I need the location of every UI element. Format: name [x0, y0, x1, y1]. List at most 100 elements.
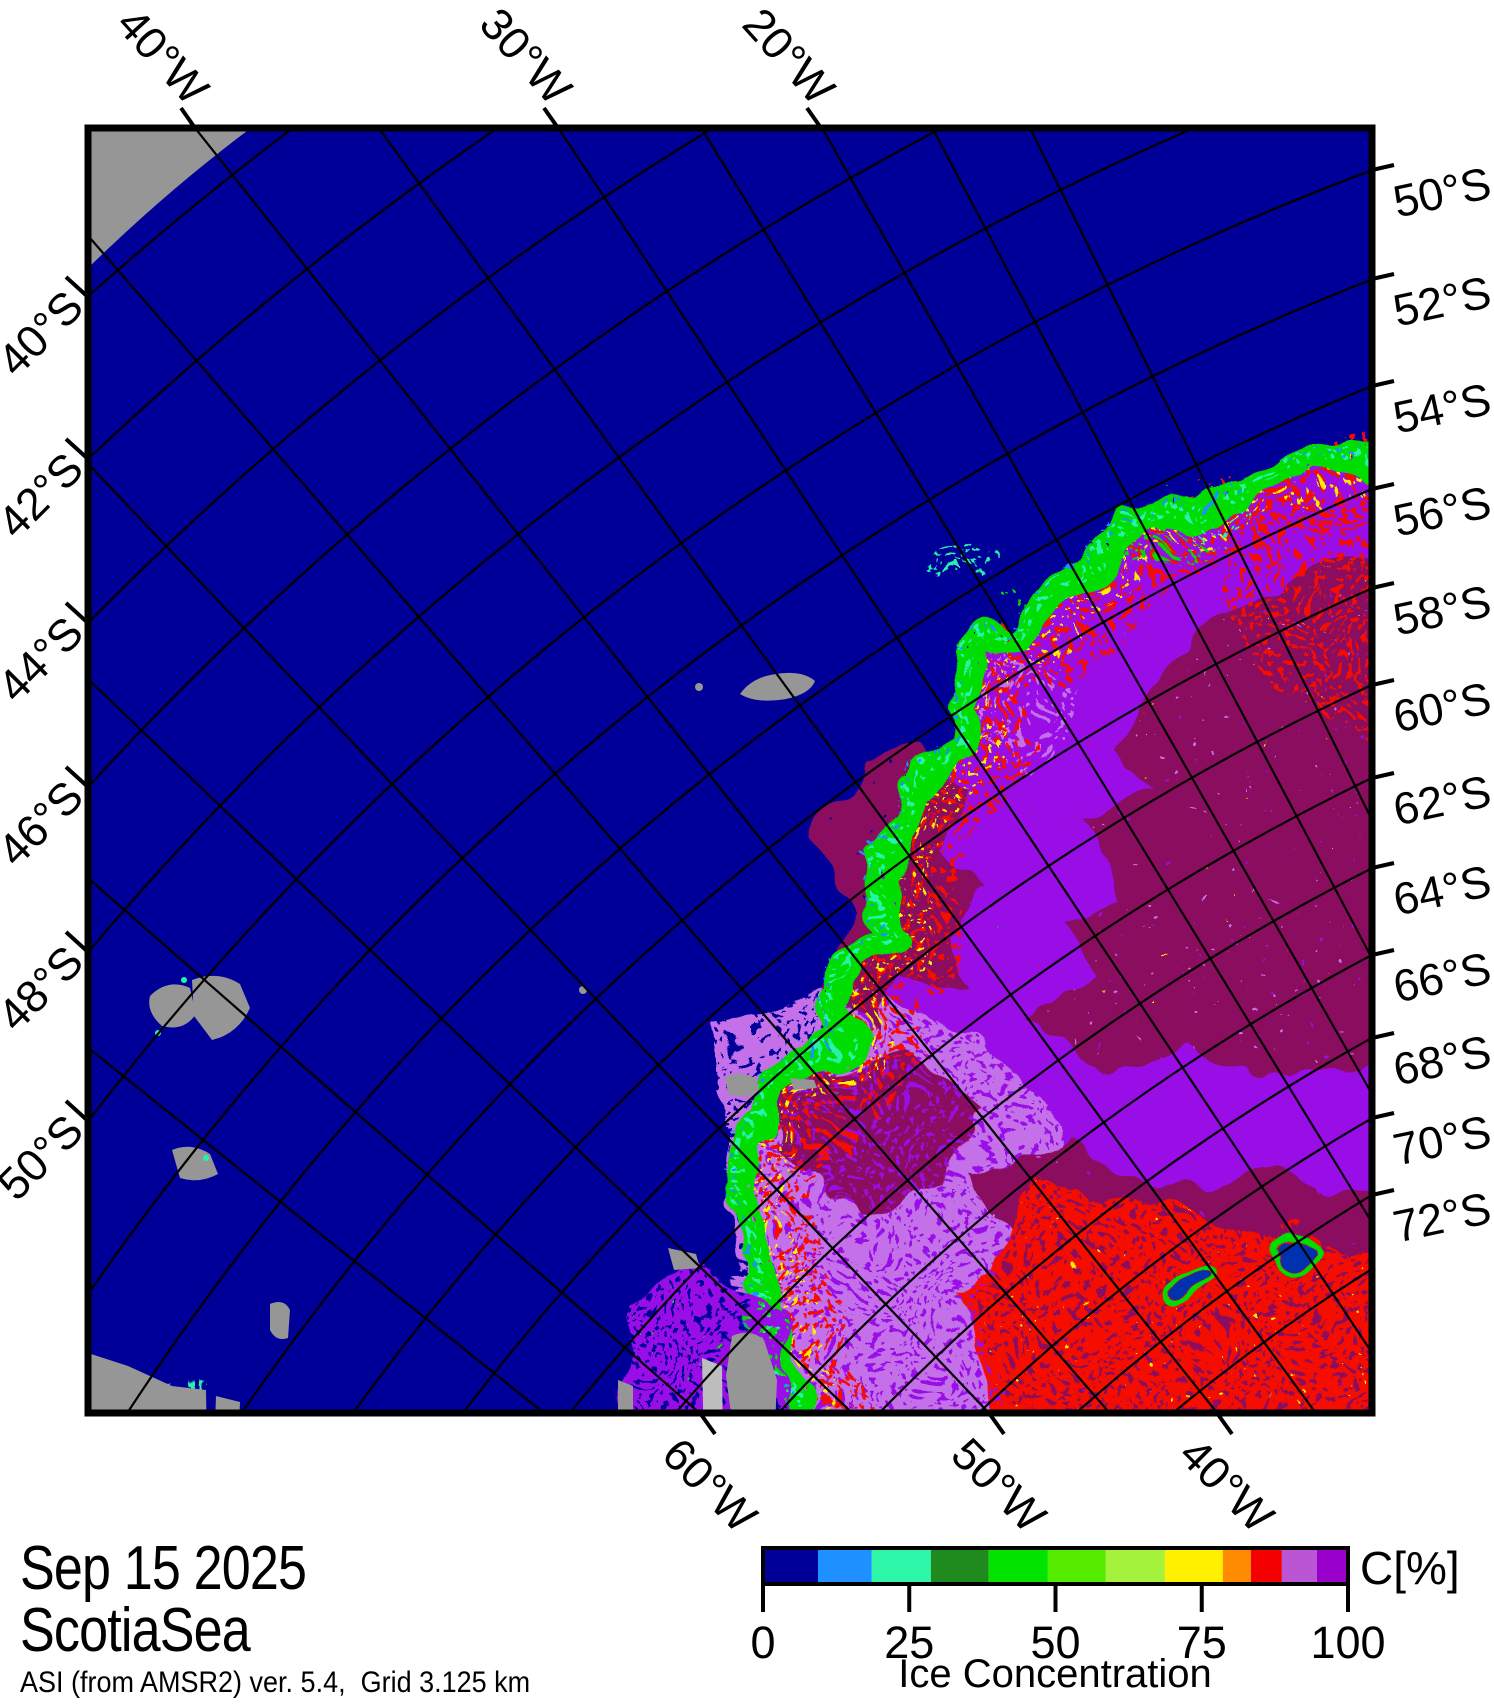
tick-right	[1371, 1111, 1395, 1120]
colorbar-segment-1	[817, 1548, 872, 1584]
tick-left	[64, 275, 90, 299]
lat-label-right: 54°S	[1389, 373, 1494, 443]
lat-label-right: 60°S	[1389, 672, 1494, 742]
lon-label-top: 30°W	[470, 0, 582, 115]
tick-top	[805, 106, 823, 130]
ice-ring-31	[1150, 1255, 1236, 1317]
lat-label-left: 48°S	[0, 935, 93, 1040]
tick-bottom	[987, 1411, 1006, 1436]
region-title: ScotiaSea	[20, 1596, 251, 1665]
tick-left	[64, 437, 90, 461]
tick-bottom	[1215, 1411, 1234, 1436]
meridian-7	[556, 128, 1372, 1355]
tick-right	[1371, 1188, 1395, 1197]
colorbar-tick-label: 100	[1310, 1617, 1385, 1668]
lon-label-bottom: 60°W	[653, 1428, 768, 1543]
map-border	[84, 124, 1376, 1417]
colorbar-segment-6	[1105, 1548, 1165, 1584]
ice-ring-32	[1161, 1265, 1225, 1307]
tick-right	[1371, 861, 1395, 870]
colorbar-segment-3	[930, 1548, 989, 1584]
colorbar: 0 25 50 75 100	[750, 1546, 1386, 1668]
lat-label-left: 40°S	[0, 280, 93, 385]
colorbar-segment-2	[871, 1548, 931, 1584]
peninsula-3	[618, 1380, 633, 1413]
peninsula-2	[702, 1358, 723, 1413]
tick-bottom	[698, 1411, 717, 1436]
colorbar-tick-label: 25	[884, 1617, 934, 1668]
colorbar-tick-label: 75	[1177, 1617, 1227, 1668]
lat-label-right: 58°S	[1389, 575, 1494, 645]
lat-label-left: 46°S	[0, 770, 93, 875]
meridian-0	[88, 1046, 546, 1413]
ice-floe-27	[993, 586, 1043, 610]
tick-right	[1371, 948, 1395, 957]
lat-label-right: 50°S	[1389, 157, 1494, 227]
frame-ticks	[64, 106, 1395, 1436]
colorbar-segment-8	[1222, 1548, 1251, 1584]
lat-label-right: 66°S	[1389, 942, 1494, 1012]
meridian-8	[700, 128, 1372, 1225]
tick-right	[1371, 581, 1395, 590]
land-masses	[88, 128, 817, 1413]
tick-left	[64, 765, 90, 789]
tdf-outlier	[215, 1396, 240, 1413]
colorbar-segment-7	[1164, 1548, 1223, 1584]
colorbar-tick-label: 50	[1030, 1617, 1080, 1668]
staten-island	[270, 1302, 290, 1339]
tick-right	[1371, 163, 1395, 172]
tick-left	[64, 930, 90, 954]
tick-top	[542, 106, 560, 130]
falkland-west	[149, 984, 196, 1028]
lat-label-right: 72°S	[1389, 1182, 1494, 1252]
lat-label-left: 44°S	[0, 606, 93, 711]
colorbar-border	[761, 1546, 1350, 1586]
meridian-9	[820, 128, 1372, 1097]
lon-label-top: 40°W	[107, 0, 219, 115]
ice-ring-29	[1261, 1228, 1319, 1264]
lon-label-top: 20°W	[733, 0, 845, 115]
south-orkney-east	[790, 1078, 817, 1090]
lat-label-right: 68°S	[1389, 1025, 1494, 1095]
south-orkney-west	[725, 1073, 760, 1097]
tick-left	[64, 601, 90, 625]
meridian-1	[88, 876, 702, 1413]
lat-label-right: 56°S	[1389, 476, 1494, 546]
ice-band-16	[725, 402, 1372, 1413]
speck-4	[203, 1155, 209, 1161]
lat-label-left: 50°S	[0, 1104, 93, 1209]
peninsula-1	[726, 1332, 777, 1413]
lat-label-right: 62°S	[1389, 765, 1494, 835]
tick-left	[64, 1099, 90, 1123]
colorbar-segment-10	[1281, 1548, 1317, 1584]
ice-floe-25	[1118, 526, 1208, 570]
meridian-11	[1028, 128, 1372, 823]
ice-floe-33	[1168, 1272, 1218, 1300]
corner-mask	[88, 128, 251, 268]
tick-right	[1371, 482, 1395, 491]
tick-right	[1371, 678, 1395, 687]
colorbar-unit-label: C[%]	[1360, 1542, 1460, 1594]
peninsula-islet	[668, 1248, 700, 1270]
ice-floe-26	[1193, 510, 1263, 542]
lat-label-right: 70°S	[1389, 1105, 1494, 1175]
colorbar-caption: Ice Concentration	[898, 1652, 1212, 1696]
lon-label-bottom: 50°W	[942, 1428, 1057, 1543]
south-georgia	[740, 672, 815, 701]
speck-3	[181, 977, 187, 983]
colorbar-segment-4	[988, 1548, 1048, 1584]
falkland-east	[192, 975, 250, 1040]
tick-top	[179, 106, 197, 130]
speck-0	[695, 683, 703, 691]
lat-label-left: 42°S	[0, 442, 93, 547]
colorbar-segment-0	[763, 1548, 818, 1584]
lon-label-bottom: 40°W	[1170, 1428, 1285, 1543]
